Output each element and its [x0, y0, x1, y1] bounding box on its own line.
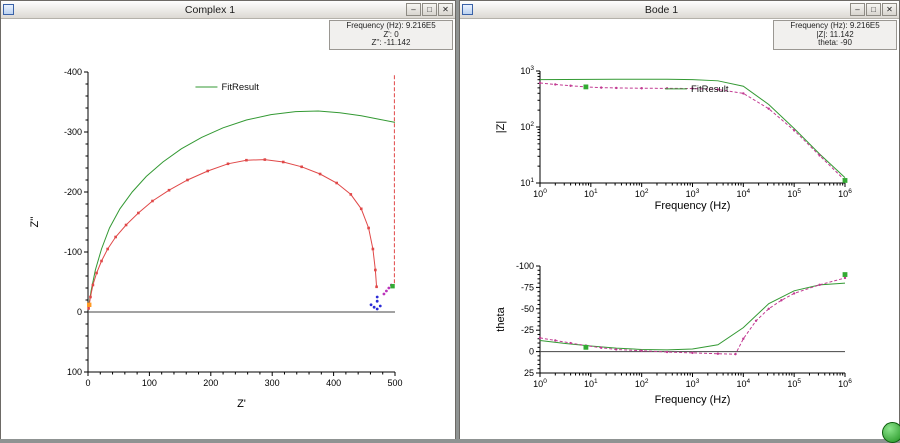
- svg-text:103: 103: [686, 378, 700, 389]
- svg-text:-300: -300: [64, 127, 82, 137]
- readout-frequency: Frequency (Hz): 9.216E5: [346, 21, 436, 30]
- readout-zimag: Z'': -11.142: [371, 38, 411, 47]
- nyquist-chart[interactable]: 0 100 200 300 400 500-400-300-200-1000100Z'Z'…: [1, 19, 455, 439]
- close-button[interactable]: ✕: [438, 3, 453, 16]
- svg-text:-25: -25: [521, 325, 534, 335]
- window-title: Bode 1: [644, 3, 679, 16]
- svg-text:FitResult: FitResult: [221, 82, 259, 93]
- svg-text:200: 200: [203, 378, 218, 388]
- svg-text:Frequency (Hz): Frequency (Hz): [655, 394, 731, 406]
- svg-text:-100: -100: [516, 261, 534, 271]
- readout-frequency: Frequency (Hz): 9.216E5: [790, 21, 880, 30]
- svg-text:Z'': Z'': [29, 217, 41, 228]
- svg-text:500: 500: [387, 378, 402, 388]
- svg-text:102: 102: [520, 121, 534, 132]
- readout-theta: theta: -90: [818, 38, 852, 47]
- bode-magnitude-chart[interactable]: 100 101 102 103 104 105 106101102103Frequency …: [460, 19, 899, 230]
- svg-text:0: 0: [529, 347, 534, 357]
- svg-text:300: 300: [265, 378, 280, 388]
- window-controls: – □ ✕: [850, 3, 897, 16]
- svg-text:102: 102: [635, 378, 649, 389]
- window-icon: [462, 4, 473, 15]
- svg-text:25: 25: [524, 368, 534, 378]
- svg-text:-200: -200: [64, 187, 82, 197]
- svg-text:0: 0: [85, 378, 90, 388]
- svg-text:-75: -75: [521, 282, 534, 292]
- window-title: Complex 1: [184, 3, 236, 16]
- titlebar-bode[interactable]: Bode 1 – □ ✕: [460, 1, 899, 19]
- svg-text:0: 0: [77, 307, 82, 317]
- svg-text:103: 103: [686, 188, 700, 199]
- svg-text:400: 400: [326, 378, 341, 388]
- svg-text:100: 100: [533, 378, 547, 389]
- maximize-button[interactable]: □: [866, 3, 881, 16]
- svg-text:100: 100: [142, 378, 157, 388]
- minimize-button[interactable]: –: [850, 3, 865, 16]
- svg-text:104: 104: [737, 188, 751, 199]
- green-ball-logo: [882, 422, 900, 443]
- svg-text:FitResult: FitResult: [691, 84, 729, 95]
- window-body-complex: Frequency (Hz): 9.216E5 Z': 0 Z'': -11.1…: [1, 19, 455, 439]
- window-icon: [3, 4, 14, 15]
- svg-text:Z': Z': [237, 398, 246, 410]
- svg-text:101: 101: [584, 188, 598, 199]
- window-controls: – □ ✕: [406, 3, 453, 16]
- svg-text:106: 106: [838, 378, 852, 389]
- svg-text:102: 102: [635, 188, 649, 199]
- svg-text:101: 101: [520, 177, 534, 188]
- close-button[interactable]: ✕: [882, 3, 897, 16]
- svg-text:-100: -100: [64, 247, 82, 257]
- svg-text:106: 106: [838, 188, 852, 199]
- readout-zmag: |Z|: 11.142: [816, 29, 854, 39]
- svg-text:103: 103: [520, 65, 534, 76]
- window-body-bode: Frequency (Hz): 9.216E5 |Z|: 11.142 thet…: [460, 19, 899, 439]
- svg-text:theta: theta: [495, 306, 507, 331]
- svg-text:-50: -50: [521, 304, 534, 314]
- maximize-button[interactable]: □: [422, 3, 437, 16]
- cursor-readout: Frequency (Hz): 9.216E5 |Z|: 11.142 thet…: [773, 20, 897, 50]
- readout-zreal: Z': 0: [383, 29, 399, 39]
- svg-text:105: 105: [787, 378, 801, 389]
- window-bode: Bode 1 – □ ✕ Frequency (Hz): 9.216E5 |Z|…: [459, 0, 900, 439]
- svg-text:Frequency (Hz): Frequency (Hz): [655, 200, 731, 212]
- titlebar-complex[interactable]: Complex 1 – □ ✕: [1, 1, 455, 19]
- svg-text:101: 101: [584, 378, 598, 389]
- svg-text:105: 105: [787, 188, 801, 199]
- svg-text:100: 100: [533, 188, 547, 199]
- svg-text:104: 104: [737, 378, 751, 389]
- svg-text:|Z|: |Z|: [495, 121, 507, 133]
- bode-phase-chart[interactable]: 100 101 102 103 104 105 106 -100 -75 -50 -25 0 25 Fre…: [460, 231, 899, 439]
- window-complex: Complex 1 – □ ✕ Frequency (Hz): 9.216E5 …: [0, 0, 456, 439]
- svg-text:100: 100: [67, 367, 82, 377]
- svg-text:-400: -400: [64, 67, 82, 77]
- minimize-button[interactable]: –: [406, 3, 421, 16]
- cursor-readout: Frequency (Hz): 9.216E5 Z': 0 Z'': -11.1…: [329, 20, 453, 50]
